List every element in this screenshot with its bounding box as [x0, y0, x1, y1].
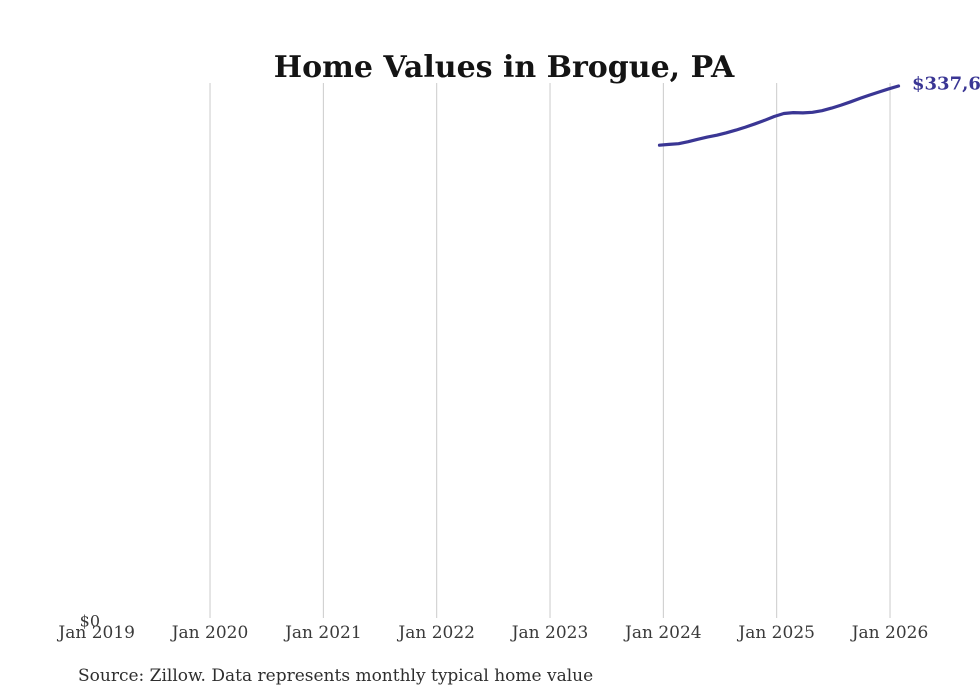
- x-tick-label: Jan 2022: [398, 623, 475, 643]
- x-tick-label: Jan 2020: [171, 623, 249, 643]
- x-tick-label: Jan 2024: [625, 623, 702, 643]
- x-tick-label: Jan 2023: [511, 623, 589, 643]
- y-axis-zero-label: $0: [79, 611, 100, 631]
- end-value-annotation: $337,600: [912, 73, 980, 95]
- x-tick-label: Jan 2026: [851, 623, 929, 643]
- home-value-line: [657, 84, 901, 147]
- x-tick-label: Jan 2021: [285, 623, 362, 643]
- x-tick-label: Jan 2019: [58, 623, 135, 643]
- x-tick-label: Jan 2025: [738, 623, 815, 643]
- gridline-group: [209, 83, 891, 618]
- source-note: Source: Zillow. Data represents monthly …: [78, 666, 594, 686]
- chart-title: Home Values in Brogue, PA: [273, 50, 735, 86]
